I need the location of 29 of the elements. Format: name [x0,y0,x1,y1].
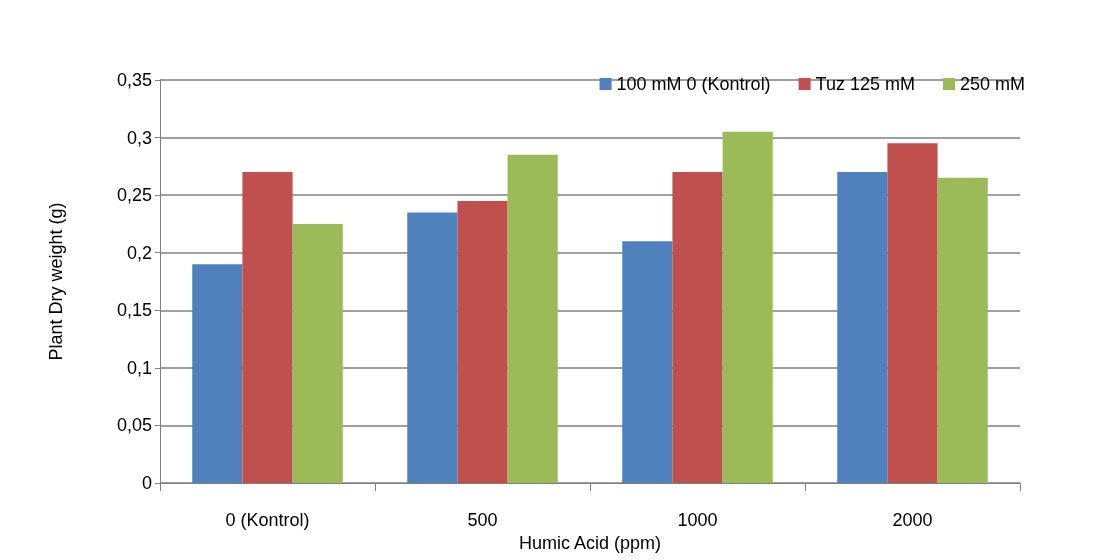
x-axis-title: Humic Acid (ppm) [518,532,662,553]
y-axis-title: Plant Dry weight (g) [46,202,66,361]
legend-label: 100 mM 0 (Kontrol) [616,74,771,94]
x-tick-label: 0 (Kontrol) [225,510,310,530]
legend-label: 250 mM [959,74,1026,94]
bar [722,131,773,483]
bar [407,212,458,483]
bar [622,241,673,483]
bar [672,172,723,483]
bar [507,154,558,483]
bar [837,172,888,483]
y-tick-label: 0 [141,473,152,493]
bar [937,177,988,483]
x-tick-label: 1000 [677,510,718,530]
bar [192,264,243,483]
y-tick-label: 0,2 [126,242,152,263]
y-tick-label: 0,15 [116,300,152,321]
bar [242,172,293,483]
y-tick-label: 0,25 [116,185,152,206]
x-tick-label: 500 [467,510,498,530]
y-tick-label: 0,35 [116,70,152,90]
y-tick-label: 0,3 [126,127,152,148]
bar [887,143,938,483]
bar [457,200,508,483]
bar [292,223,343,483]
y-tick-label: 0,1 [126,357,152,378]
legend-label: Tuz 125 mM [815,74,915,94]
x-tick-label: 2000 [892,510,933,530]
y-tick-label: 0,05 [116,415,152,436]
